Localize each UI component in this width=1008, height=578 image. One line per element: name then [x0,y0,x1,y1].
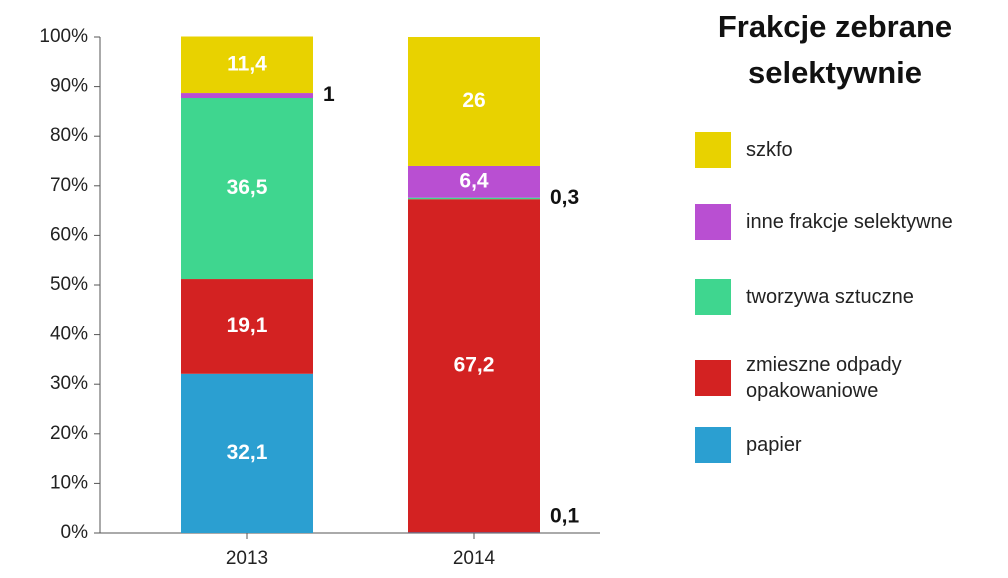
legend-item: tworzywa sztuczne [695,279,1008,315]
legend-swatch [695,427,731,463]
legend-swatch [695,279,731,315]
legend-label: zmieszne odpady opakowaniowe [746,354,902,402]
y-tick-label: 100% [39,26,88,47]
y-tick-label: 0% [61,522,89,543]
bar-segment [181,279,313,374]
y-tick-label: 70% [50,175,88,196]
value-label: 36,5 [227,176,268,199]
legend-swatch [695,360,731,396]
y-tick-label: 30% [50,373,88,394]
legend-label: inne frakcje selektywne [746,211,953,233]
value-label: 67,2 [454,353,495,376]
y-tick-label: 10% [50,472,88,493]
bar-segment [408,199,540,533]
value-label: 6,4 [459,169,489,192]
bar-segment [181,36,313,94]
legend-label: papier [746,434,802,456]
y-tick-label: 90% [50,76,88,97]
x-tick-label: 2014 [453,548,496,569]
legend-label: tworzywa sztuczne [746,286,914,308]
legend-label: szkfo [746,139,793,161]
y-tick-label: 40% [50,324,88,345]
bar-segment [408,37,540,166]
chart: 0% 10% 20% 30% 40% 50% 60% 70% 80% 90% 100% 2013 32,… [39,26,600,569]
y-tick-label: 60% [50,224,88,245]
bar-segment [181,98,313,280]
value-label: 26 [462,89,485,112]
value-label: 1 [323,83,335,106]
legend-item: zmieszne odpady opakowaniowe [695,352,1008,404]
value-label: 0,3 [550,186,579,209]
bar-segment [181,373,313,533]
value-label: 11,4 [227,52,267,75]
bar-segment [408,165,540,198]
legend-swatch [695,204,731,240]
y-tick-label: 50% [50,274,88,295]
legend-item: papier [695,427,1008,463]
value-label: 0,1 [550,505,580,528]
x-tick-label: 2013 [226,548,268,569]
bar-segment [181,93,313,99]
bar-segment [408,197,540,200]
y-tick-label: 80% [50,125,88,146]
legend-swatch [695,132,731,168]
legend-item: inne frakcje selektywne [695,204,1008,240]
value-label: 19,1 [227,314,268,337]
legend-item: szkfo [695,132,1008,168]
legend-title: Frakcje zebrane selektywnie [717,9,953,90]
y-tick-label: 20% [50,423,88,444]
value-label: 32,1 [227,441,268,464]
